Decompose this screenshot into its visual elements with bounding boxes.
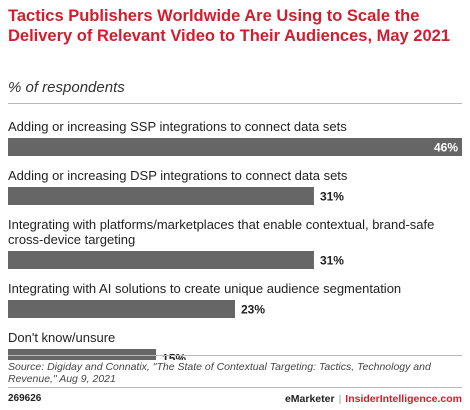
bar — [8, 300, 235, 318]
footer-divider — [8, 387, 462, 388]
category-label: Adding or increasing DSP integrations to… — [8, 168, 348, 183]
bar — [8, 349, 157, 360]
chart-id: 269626 — [8, 393, 42, 404]
top-divider — [8, 103, 462, 104]
category-label: Integrating with platforms/marketplaces … — [8, 217, 434, 232]
category-label: Integrating with AI solutions to create … — [8, 281, 401, 296]
footer-brand: eMarketer | InsiderIntelligence.com — [285, 393, 462, 405]
source-note: Source: Digiday and Connatix, "The State… — [8, 361, 431, 385]
brand-separator: | — [338, 393, 342, 405]
chart-subtitle: % of respondents — [8, 79, 125, 96]
chart-title: Tactics Publishers Worldwide Are Using t… — [8, 7, 450, 45]
bottom-divider — [8, 355, 462, 356]
emarketer-logo: eMarketer — [284, 393, 335, 405]
value-label: 23% — [241, 303, 265, 317]
value-label: 31% — [320, 254, 344, 268]
category-label: cross-device targeting — [8, 232, 135, 247]
bar — [8, 251, 314, 269]
bar — [8, 138, 462, 156]
category-label: Don't know/unsure — [8, 330, 115, 345]
value-label: 46% — [434, 141, 458, 155]
insiderintelligence-link[interactable]: InsiderIntelligence.com — [345, 393, 462, 405]
value-label: 31% — [320, 190, 344, 204]
bar-chart: Adding or increasing SSP integrations to… — [8, 119, 462, 360]
bar — [8, 187, 314, 205]
category-label: Adding or increasing SSP integrations to… — [8, 119, 347, 134]
